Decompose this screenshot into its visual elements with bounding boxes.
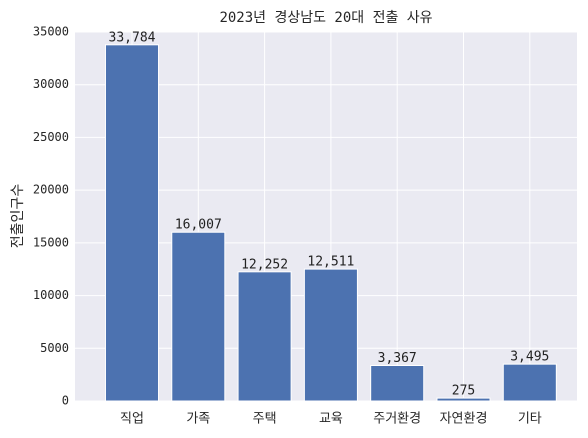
y-tick-label: 5000 <box>40 341 69 355</box>
value-label: 16,007 <box>175 218 222 233</box>
value-label: 3,367 <box>378 351 417 366</box>
value-label: 3,495 <box>510 350 549 365</box>
x-tick-label: 교육 <box>319 412 343 427</box>
y-tick-label: 20000 <box>33 183 69 197</box>
y-tick-label: 10000 <box>33 288 69 302</box>
x-tick-label: 주택 <box>253 412 277 427</box>
bar <box>171 231 226 402</box>
bar <box>370 365 425 402</box>
bar <box>436 397 491 402</box>
y-axis-label: 전출인구수 <box>10 184 26 249</box>
y-tick-label: 30000 <box>33 77 69 91</box>
value-label: 12,511 <box>307 255 354 270</box>
y-tick-label: 0 <box>62 394 69 408</box>
y-tick-label: 25000 <box>33 130 69 144</box>
x-tick-label: 자연환경 <box>440 412 488 427</box>
x-tick-label: 기타 <box>518 412 542 427</box>
value-label: 275 <box>452 384 475 399</box>
x-tick-label: 가족 <box>186 412 210 427</box>
x-tick-label: 주거환경 <box>373 412 421 427</box>
bar <box>502 363 557 402</box>
x-tick-label: 직업 <box>120 412 144 427</box>
y-tick-label: 15000 <box>33 235 69 249</box>
y-tick-label: 35000 <box>33 25 69 39</box>
bar <box>237 271 292 402</box>
bar <box>104 44 160 402</box>
chart-title: 2023년 경상남도 20대 전출 사유 <box>219 10 432 26</box>
value-label: 33,784 <box>109 30 156 45</box>
bar <box>303 268 358 402</box>
value-label: 12,252 <box>241 257 288 272</box>
